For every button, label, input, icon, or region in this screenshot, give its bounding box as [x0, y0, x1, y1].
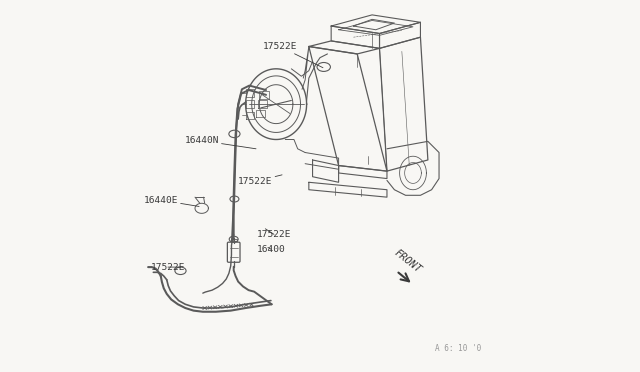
Text: 17522E: 17522E — [257, 229, 291, 239]
Text: 16440E: 16440E — [143, 196, 199, 206]
Text: 17522E: 17522E — [151, 263, 185, 272]
Text: 17522E: 17522E — [238, 175, 282, 186]
Text: FRONT: FRONT — [392, 248, 423, 275]
Text: 16400: 16400 — [257, 245, 285, 254]
Text: 16440N: 16440N — [184, 136, 256, 149]
Text: 17522E: 17522E — [262, 42, 323, 68]
Text: A 6: 10 '0: A 6: 10 '0 — [435, 344, 481, 353]
